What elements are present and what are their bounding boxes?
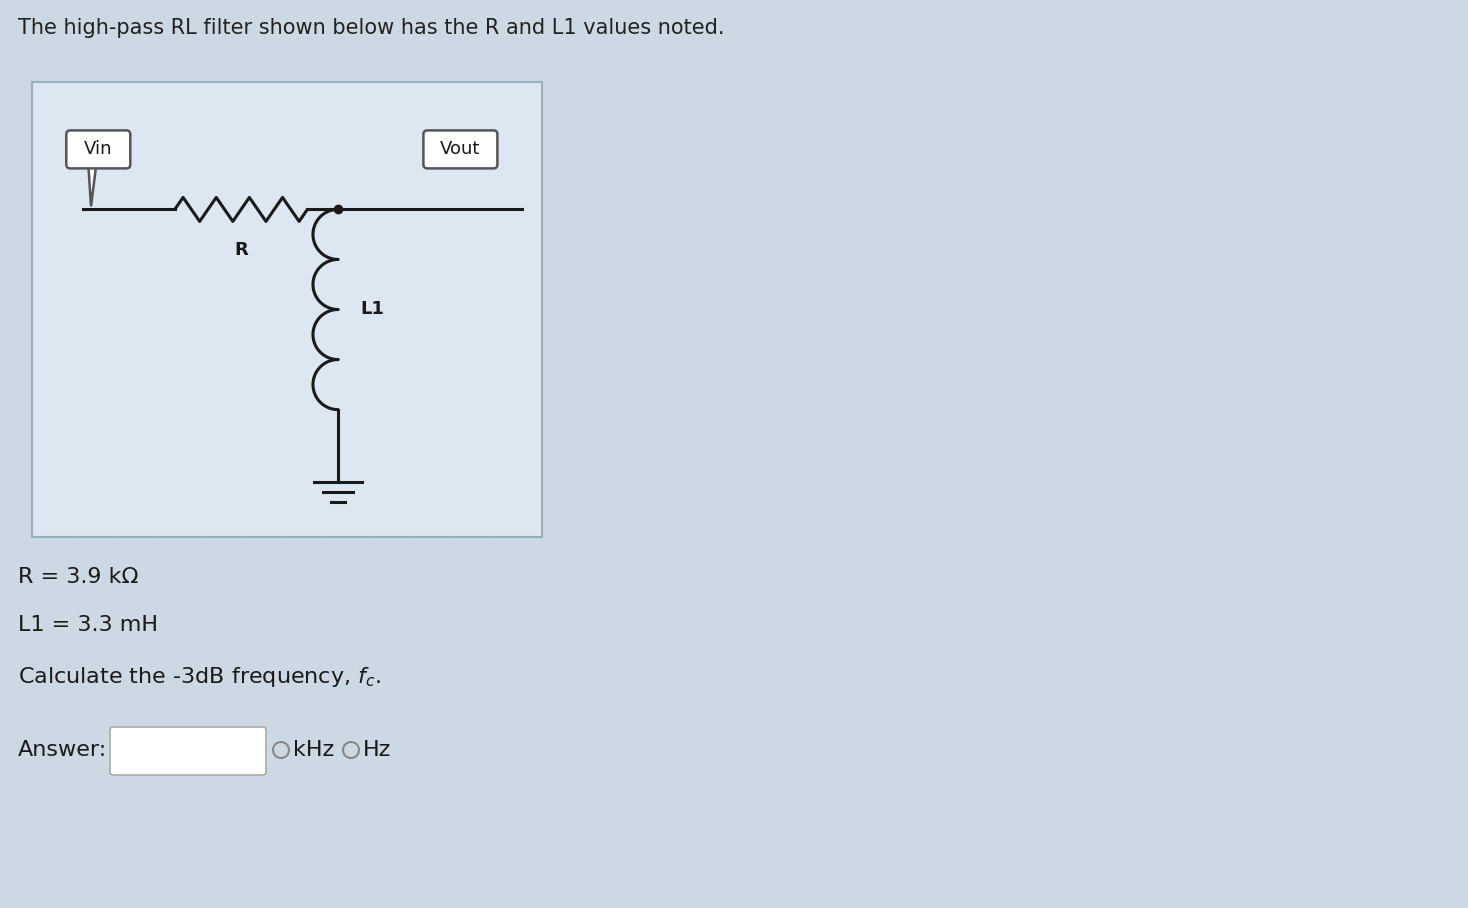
FancyBboxPatch shape	[110, 727, 266, 775]
Text: kHz: kHz	[294, 740, 335, 760]
Text: L1 = 3.3 mH: L1 = 3.3 mH	[18, 615, 159, 635]
Text: Hz: Hz	[363, 740, 392, 760]
Text: R: R	[235, 242, 248, 260]
Text: Vin: Vin	[84, 141, 113, 158]
FancyBboxPatch shape	[423, 131, 498, 168]
Text: Calculate the -3dB frequency, $f_c$.: Calculate the -3dB frequency, $f_c$.	[18, 665, 382, 689]
Text: The high-pass RL filter shown below has the R and L1 values noted.: The high-pass RL filter shown below has …	[18, 18, 725, 38]
Bar	[32, 82, 542, 537]
Polygon shape	[88, 164, 97, 206]
Text: R = 3.9 kΩ: R = 3.9 kΩ	[18, 567, 138, 587]
Text: Vout: Vout	[440, 141, 480, 158]
Text: L1: L1	[360, 301, 383, 319]
Text: Answer:: Answer:	[18, 740, 107, 760]
FancyBboxPatch shape	[66, 131, 131, 168]
